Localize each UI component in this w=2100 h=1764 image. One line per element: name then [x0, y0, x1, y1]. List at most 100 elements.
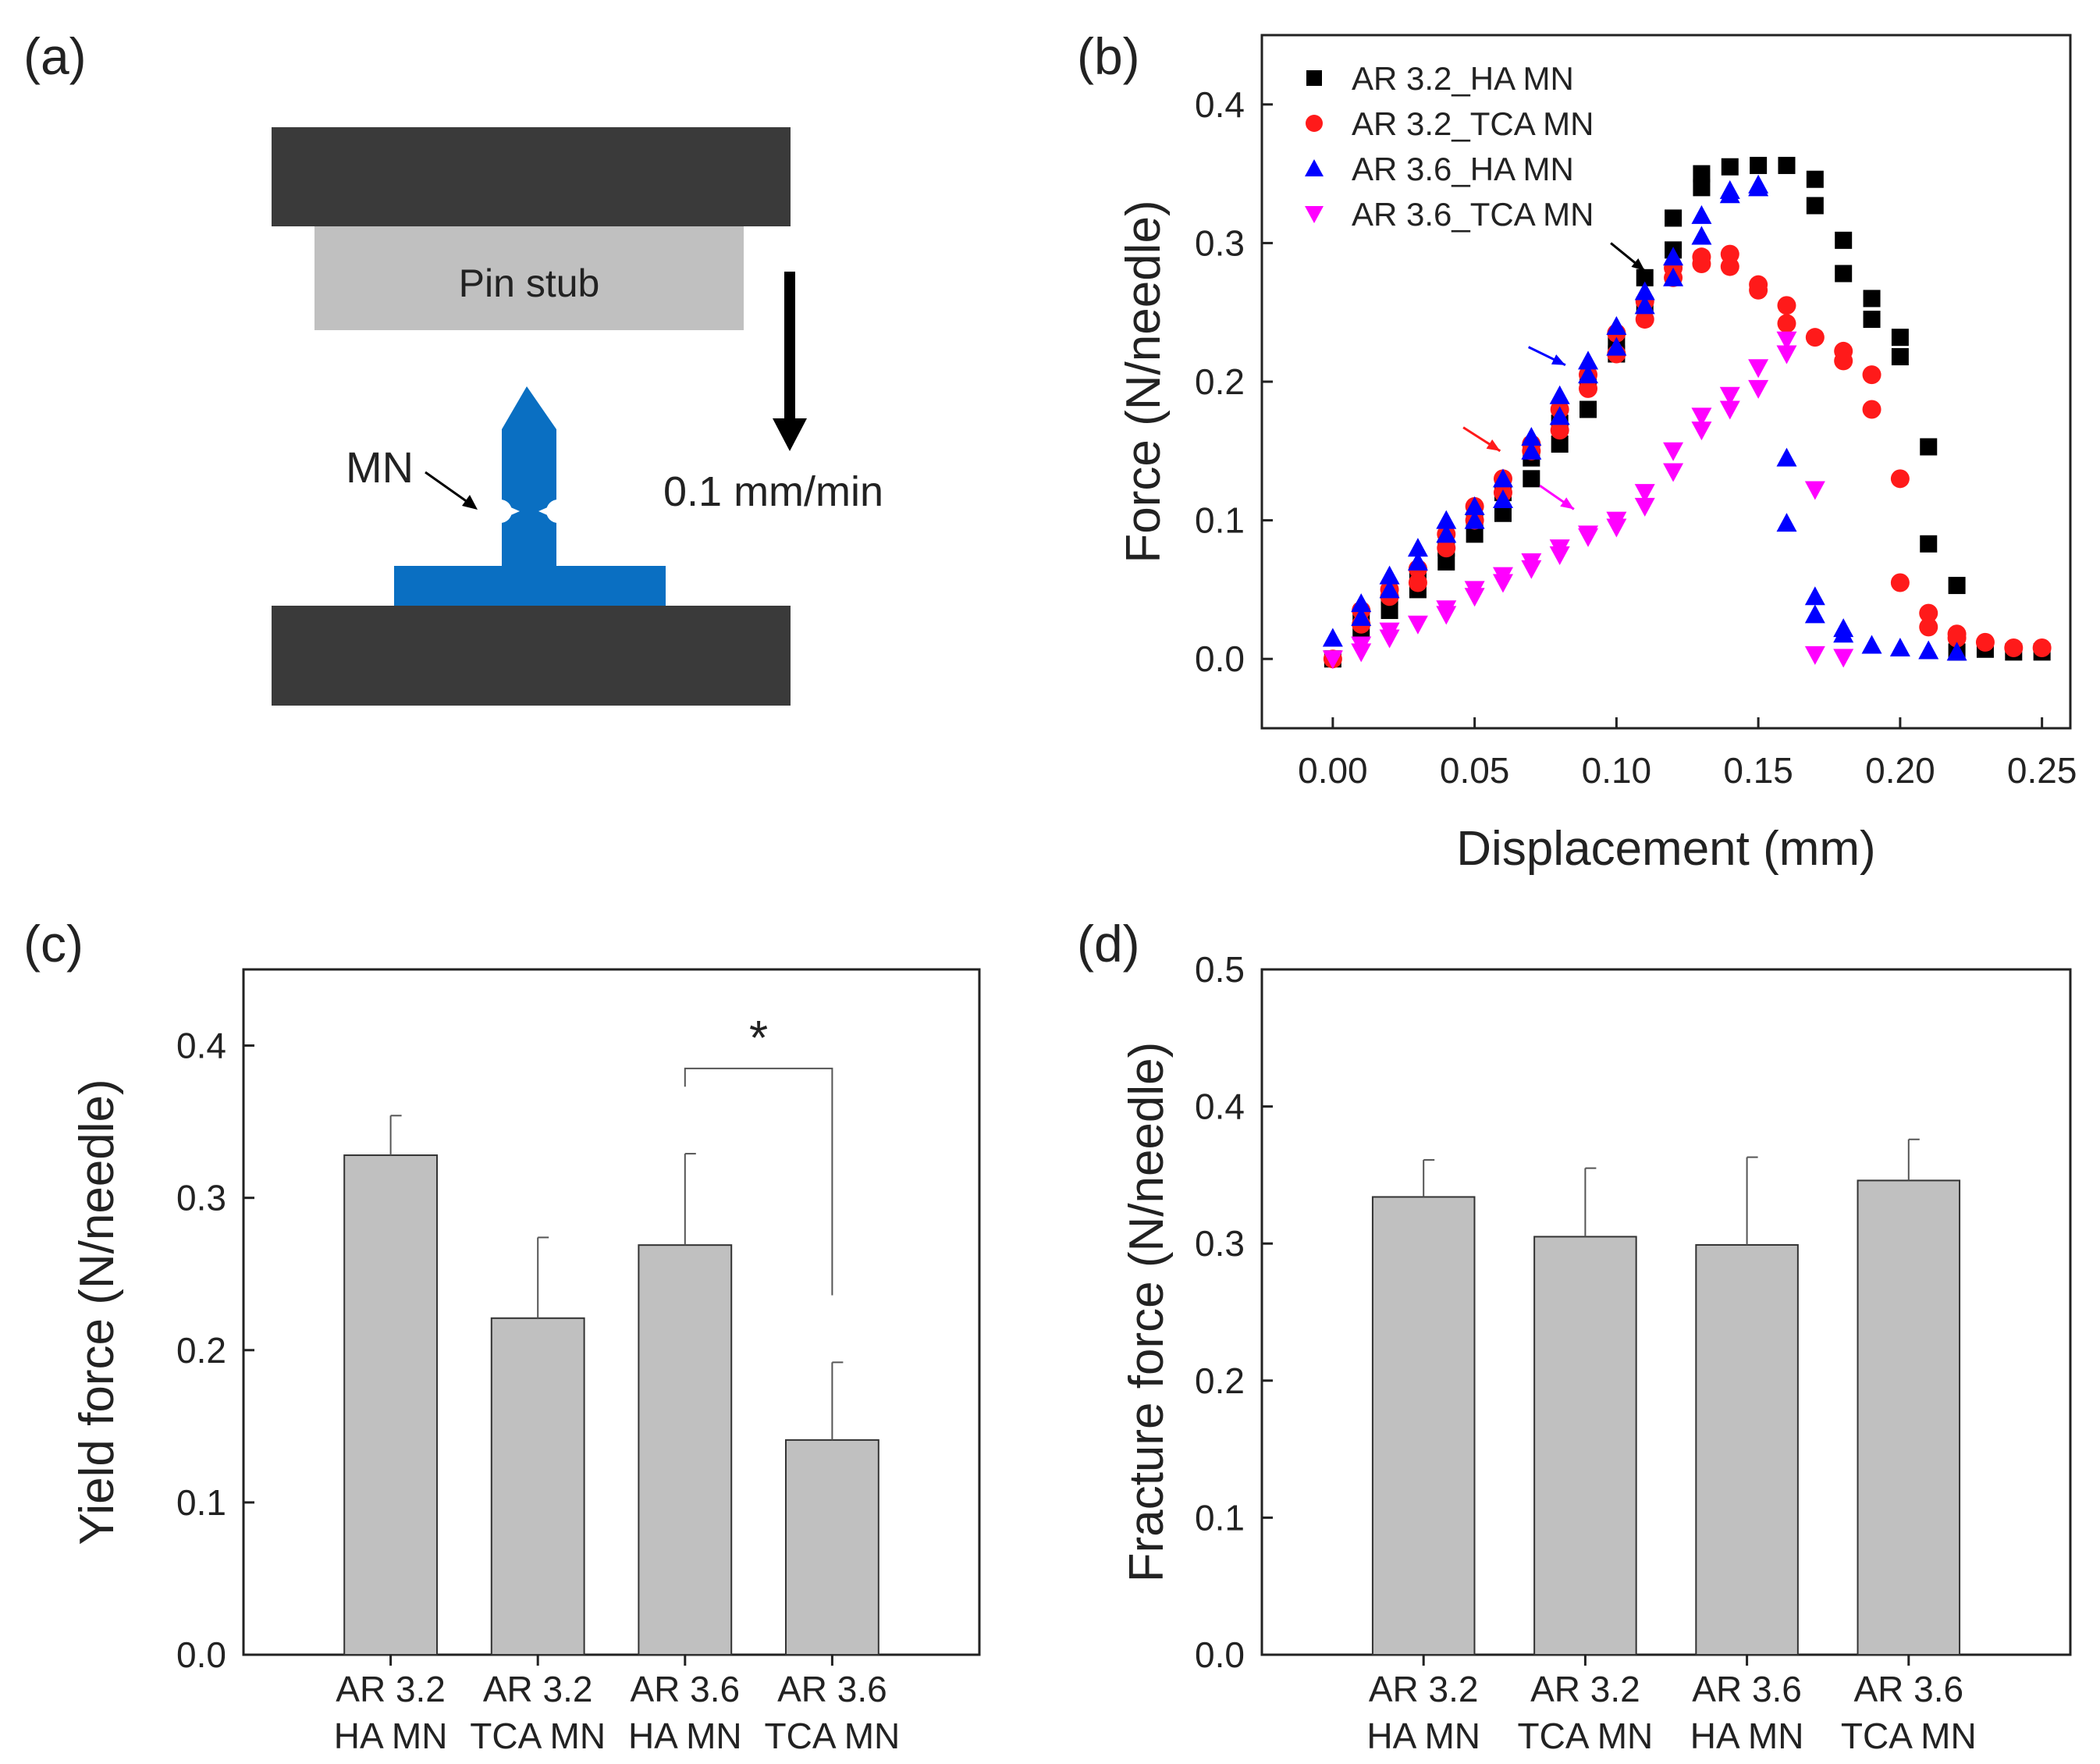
- x-tick-label: 0.25: [2007, 750, 2077, 791]
- data-point: [1408, 573, 1427, 592]
- panel-a: (a) Pin stub 0.1 mm/min MN: [23, 27, 883, 706]
- data-point: [1804, 645, 1825, 665]
- x-tick-label: 0.10: [1582, 750, 1652, 791]
- x-tick-label: HA MN: [628, 1716, 742, 1756]
- y-tick-label: 0.0: [1195, 1634, 1245, 1675]
- data-point: [1748, 359, 1769, 379]
- y-tick-label: 0.4: [1195, 1086, 1245, 1127]
- x-tick-label: AR 3.2: [336, 1669, 446, 1709]
- data-point: [1719, 386, 1740, 406]
- data-point: [1549, 539, 1570, 559]
- y-tick-label: 0.1: [1195, 1497, 1245, 1538]
- bar: [490, 1317, 585, 1656]
- microneedle: [394, 386, 666, 606]
- y-axis-title: Fracture force (N/needle): [1120, 1042, 1174, 1583]
- force-displacement-chart: 0.00 0.05 0.10 0.15 0.20 0.25 0.0 0.1 0.2 0.3 0.4 D…: [1117, 34, 2077, 876]
- y-tick-label: 0.1: [176, 1482, 226, 1523]
- panel-c: (c) 0.0 0.1 0.2 0.3 0.4 Yield force (N/needle…: [23, 915, 981, 1756]
- data-point: [1919, 617, 1938, 637]
- data-point: [1691, 226, 1712, 245]
- data-point: [1551, 435, 1569, 453]
- x-tick-label: 0.20: [1865, 750, 1935, 791]
- mn-pointer-arrow-head: [462, 495, 478, 510]
- data-point: [1606, 511, 1627, 531]
- bar: [784, 1439, 879, 1656]
- panel-d-label: (d): [1077, 915, 1140, 973]
- data-point: [1521, 427, 1542, 446]
- bar: [343, 1154, 439, 1656]
- data-point: [1806, 197, 1824, 215]
- data-point: [1523, 470, 1540, 488]
- y-tick-label: 0.4: [176, 1026, 226, 1066]
- bar: [1857, 1179, 1961, 1656]
- legend-label: AR 3.2_HA MN: [1352, 60, 1574, 97]
- data-point: [1776, 513, 1797, 532]
- annotation-arrow-head: [1486, 439, 1501, 451]
- microneedle-notch-left: [489, 500, 512, 523]
- x-tick-label: 0.15: [1723, 750, 1793, 791]
- top-plate: [272, 127, 791, 226]
- data-point: [1436, 600, 1457, 620]
- data-point: [1720, 244, 1739, 264]
- data-point: [1776, 331, 1797, 350]
- x-tick-label: AR 3.2: [1530, 1669, 1640, 1709]
- panel-c-label: (c): [23, 915, 84, 973]
- bar: [1533, 1236, 1637, 1656]
- pin-stub: [314, 226, 744, 330]
- bar: [1695, 1243, 1799, 1656]
- data-point: [1407, 551, 1428, 571]
- data-point: [1634, 281, 1655, 301]
- legend-label: AR 3.6_TCA MN: [1352, 196, 1594, 233]
- data-point: [1891, 348, 1909, 366]
- x-tick-label: 0.00: [1298, 750, 1368, 791]
- data-point: [1549, 385, 1570, 404]
- data-point: [1663, 463, 1684, 482]
- data-point: [1806, 170, 1824, 188]
- legend: AR 3.2_HA MN AR 3.2_TCA MN AR 3.6_HA MN AR …: [1305, 60, 1594, 233]
- speed-label: 0.1 mm/min: [663, 468, 883, 515]
- data-point: [1804, 481, 1825, 500]
- data-point: [1578, 350, 1599, 370]
- data-point: [1920, 535, 1938, 553]
- data-point: [1579, 379, 1598, 398]
- data-point: [1579, 400, 1597, 418]
- legend-marker: [1306, 70, 1322, 86]
- data-point: [1606, 336, 1627, 356]
- series-square: [1324, 156, 2051, 668]
- data-point: [2004, 638, 2024, 657]
- annotation-arrow-head: [1631, 258, 1645, 271]
- y-tick-label: 0.3: [176, 1178, 226, 1218]
- fracture-force-chart: 0.0 0.1 0.2 0.3 0.4 0.5 Fracture force (N/need…: [1120, 949, 2072, 1756]
- data-point: [1464, 496, 1485, 515]
- x-tick-label: TCA MN: [765, 1716, 901, 1756]
- panel-b-label: (b): [1077, 27, 1140, 85]
- y-tick-label: 0.2: [1195, 1360, 1245, 1401]
- data-point: [1407, 615, 1428, 635]
- data-point: [1778, 156, 1796, 174]
- pin-stub-label: Pin stub: [459, 261, 600, 305]
- data-point: [1719, 400, 1740, 420]
- y-tick-label: 0.2: [176, 1330, 226, 1371]
- data-point: [1634, 295, 1655, 315]
- y-axis-title: Yield force (N/needle): [70, 1079, 124, 1545]
- data-point: [1379, 565, 1400, 585]
- data-point: [1693, 179, 1711, 197]
- y-tick-label: 0.0: [176, 1634, 226, 1675]
- significance-bracket: [684, 1067, 833, 1296]
- x-tick-label: HA MN: [1690, 1716, 1804, 1756]
- x-tick-label: HA MN: [1366, 1716, 1480, 1756]
- data-point: [1692, 247, 1711, 267]
- data-point: [1322, 628, 1343, 647]
- y-tick-label: 0.3: [1195, 1223, 1245, 1264]
- data-point: [1835, 265, 1853, 283]
- data-point: [1834, 351, 1853, 371]
- data-point: [1748, 174, 1769, 194]
- data-point: [1805, 328, 1825, 347]
- y-tick-label: 0.0: [1195, 638, 1245, 679]
- data-point: [1863, 311, 1881, 329]
- data-point: [1436, 510, 1457, 529]
- data-point: [1665, 209, 1682, 227]
- data-point: [1521, 440, 1542, 460]
- bar: [1371, 1196, 1476, 1656]
- data-point: [1464, 581, 1485, 600]
